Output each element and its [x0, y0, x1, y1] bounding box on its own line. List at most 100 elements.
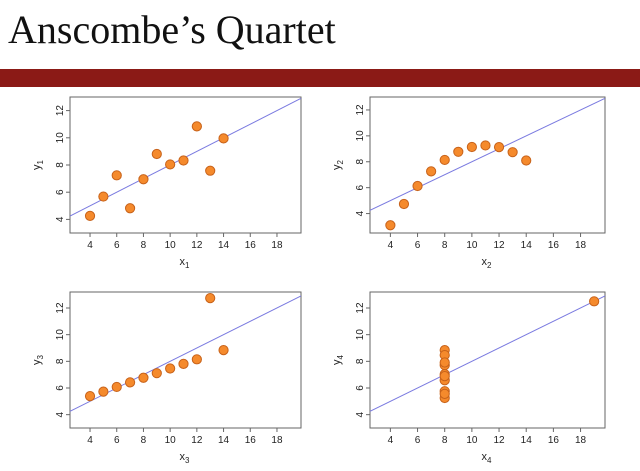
x-tick-label: 10 — [165, 435, 177, 446]
x-tick-label: 12 — [493, 240, 505, 251]
data-point — [98, 386, 109, 397]
y-axis-label: y2 — [331, 159, 345, 170]
y-tick-label: 10 — [355, 329, 366, 341]
data-point — [480, 140, 491, 151]
x-tick-label: 16 — [548, 240, 560, 251]
regression-line — [370, 295, 605, 412]
y-tick-label: 12 — [355, 104, 366, 116]
regression-line — [70, 295, 301, 412]
x-tick-label: 18 — [271, 240, 283, 251]
x-tick-label: 4 — [388, 435, 394, 446]
x-tick-label: 10 — [165, 240, 177, 251]
x-tick-label: 8 — [442, 240, 448, 251]
data-point — [398, 198, 410, 210]
y-tick-label: 4 — [55, 411, 66, 417]
data-point — [589, 296, 600, 307]
data-point — [218, 133, 229, 144]
data-point — [191, 121, 202, 132]
y-axis-label: y1 — [31, 159, 45, 170]
y-tick-label: 6 — [55, 385, 66, 391]
data-point — [111, 381, 122, 393]
x-tick-label: 6 — [415, 435, 421, 446]
x-tick-label: 4 — [87, 240, 93, 251]
data-point — [151, 148, 162, 160]
data-point — [178, 155, 189, 166]
data-point — [521, 155, 532, 166]
plot-frame — [69, 291, 302, 429]
slide-title: Anscombe’s Quartet — [8, 7, 336, 52]
data-point — [439, 357, 450, 368]
x-tick-label: 6 — [415, 240, 421, 251]
y-tick-label: 4 — [55, 216, 66, 222]
y-tick-label: 8 — [355, 358, 366, 364]
data-point — [138, 174, 149, 185]
data-point — [124, 203, 136, 214]
x-axis-label: x3 — [180, 451, 191, 465]
x-tick-label: 14 — [521, 240, 533, 251]
data-point — [205, 165, 216, 176]
x-tick-label: 14 — [218, 240, 230, 251]
y-axis-label: y3 — [31, 354, 45, 365]
y-tick-label: 12 — [55, 302, 66, 314]
data-point — [165, 159, 176, 170]
y-tick-label: 4 — [355, 210, 366, 216]
data-point — [205, 293, 216, 304]
y-tick-label: 10 — [55, 329, 66, 341]
data-point — [439, 388, 450, 399]
data-point — [165, 363, 176, 374]
data-point — [439, 371, 450, 382]
data-point — [124, 377, 136, 388]
regression-line — [370, 97, 605, 211]
x-tick-label: 6 — [114, 240, 120, 251]
y-tick-label: 4 — [355, 411, 366, 417]
data-point — [439, 154, 450, 166]
data-point — [426, 166, 437, 177]
x-tick-label: 18 — [575, 240, 587, 251]
y-tick-label: 12 — [55, 105, 66, 117]
title-bar — [0, 69, 640, 87]
y-axis-label: y4 — [331, 354, 345, 365]
y-tick-label: 8 — [55, 358, 66, 364]
data-point — [507, 147, 518, 158]
x-axis-label: x1 — [180, 256, 191, 270]
data-point — [493, 142, 505, 153]
data-point — [84, 210, 96, 221]
x-tick-label: 14 — [218, 435, 230, 446]
x-axis-label: x4 — [482, 451, 493, 465]
data-point — [138, 372, 149, 383]
x-tick-label: 14 — [521, 435, 533, 446]
x-tick-label: 8 — [141, 240, 147, 251]
x-tick-label: 6 — [114, 435, 120, 446]
x-tick-label: 16 — [245, 240, 257, 251]
y-tick-label: 8 — [55, 162, 66, 168]
x-tick-label: 12 — [191, 240, 203, 251]
x-tick-label: 18 — [271, 435, 283, 446]
y-tick-label: 10 — [355, 130, 366, 142]
data-point — [178, 358, 189, 369]
data-point — [84, 391, 96, 402]
x-tick-label: 10 — [466, 435, 478, 446]
y-tick-label: 8 — [355, 159, 366, 165]
x-tick-label: 18 — [575, 435, 587, 446]
y-tick-label: 10 — [55, 132, 66, 144]
x-tick-label: 4 — [388, 240, 394, 251]
x-tick-label: 12 — [191, 435, 203, 446]
data-point — [466, 141, 477, 153]
x-tick-label: 16 — [548, 435, 560, 446]
data-point — [111, 170, 122, 181]
y-tick-label: 6 — [355, 184, 366, 190]
data-point — [151, 368, 162, 379]
data-point — [385, 220, 396, 231]
x-axis-label: x2 — [482, 256, 493, 270]
y-tick-label: 6 — [55, 189, 66, 195]
data-point — [412, 180, 423, 192]
data-point — [453, 146, 464, 157]
x-tick-label: 10 — [466, 240, 478, 251]
x-tick-label: 8 — [442, 435, 448, 446]
data-point — [218, 345, 229, 356]
y-tick-label: 6 — [355, 385, 366, 391]
